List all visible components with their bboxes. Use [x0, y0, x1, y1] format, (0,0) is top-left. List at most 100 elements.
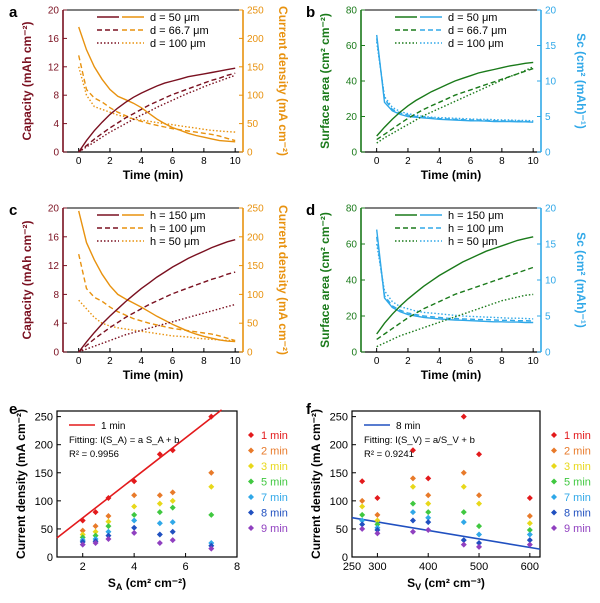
y-left-tick-label: 12 — [48, 261, 60, 272]
x-axis-label: Time (min) — [421, 168, 481, 182]
data-point — [131, 503, 138, 510]
y-right-tick-label: 15 — [545, 240, 557, 251]
legend-label: d = 100 μm — [448, 38, 504, 50]
x-tick-label: 10 — [230, 356, 242, 367]
x-tick-label: 10 — [528, 156, 540, 167]
y-tick-label: 100 — [35, 496, 53, 508]
y-tick-label: 250 — [35, 412, 53, 424]
data-point — [476, 500, 483, 507]
x-tick-label: 8 — [201, 356, 207, 367]
data-point — [92, 523, 99, 530]
y-right-tick-label: 0 — [247, 148, 253, 159]
data-point — [156, 451, 163, 458]
panel-letter-d: d — [306, 202, 315, 219]
legend-label: 5 min — [261, 477, 288, 489]
x-tick-label: 0 — [374, 356, 380, 367]
legend-label: d = 50 μm — [150, 12, 199, 24]
y-right-tick-label: 200 — [247, 34, 264, 45]
data-point — [92, 532, 99, 539]
data-point — [374, 495, 381, 502]
panel-letter-e: e — [9, 401, 17, 418]
data-point — [526, 531, 533, 538]
x-tick-label: 8 — [234, 561, 240, 573]
x-tick-label: 4 — [436, 356, 442, 367]
legend-marker — [248, 463, 254, 469]
data-point — [79, 541, 86, 548]
data-point — [460, 537, 467, 544]
data-point — [131, 492, 138, 499]
y-right-tick-label: 15 — [545, 41, 557, 52]
y-tick-label: 150 — [35, 468, 53, 480]
data-point — [425, 475, 432, 482]
y-tick-label: 200 — [330, 440, 348, 452]
data-point — [156, 492, 163, 499]
x-tick-label: 8 — [499, 356, 505, 367]
y-right-tick-label: 100 — [247, 290, 264, 301]
y-left-axis-label: Capacity (mAh cm⁻²) — [20, 220, 34, 339]
y-left-tick-label: 16 — [48, 232, 60, 243]
data-point — [169, 519, 176, 526]
x-tick-label: 4 — [138, 156, 144, 167]
data-point — [425, 519, 432, 526]
legend-label: 3 min — [564, 461, 591, 473]
y-left-tick-label: 40 — [346, 276, 358, 287]
right-series-line-2 — [376, 38, 534, 123]
right-series-line-3 — [78, 299, 236, 342]
legend-marker — [551, 463, 557, 469]
legend-label: h = 100 μm — [448, 223, 504, 235]
x-tick-label: 400 — [419, 561, 437, 573]
x-tick-label: 10 — [230, 156, 242, 167]
legend-label: h = 150 μm — [448, 210, 504, 222]
r-squared: R² = 0.9956 — [69, 449, 119, 460]
x-tick-label: 600 — [521, 561, 539, 573]
data-point — [105, 528, 112, 535]
data-point — [476, 523, 483, 530]
data-point — [374, 527, 381, 534]
data-point — [425, 500, 432, 507]
legend-label: 8 min — [261, 508, 288, 520]
y-left-tick-label: 12 — [48, 62, 60, 73]
x-tick-label: 2 — [80, 561, 86, 573]
legend-marker — [551, 478, 557, 485]
data-point — [476, 539, 483, 546]
data-point — [476, 531, 483, 538]
legend-label: 1 min — [564, 430, 591, 442]
x-tick-label: 6 — [170, 156, 176, 167]
y-right-axis-label: Sc (cm² (mAh)⁻¹) — [574, 232, 588, 328]
y-right-tick-label: 200 — [247, 232, 264, 243]
fit-legend-label: 1 min — [101, 421, 125, 432]
data-point — [526, 537, 533, 544]
data-point — [359, 521, 366, 528]
right-series-line-2 — [78, 253, 236, 342]
x-tick-label: 8 — [499, 156, 505, 167]
fit-line — [351, 516, 541, 550]
x-axis-label: SV (cm² cm⁻³) — [407, 576, 485, 592]
legend-label: d = 66.7 μm — [448, 25, 507, 37]
data-point — [105, 523, 112, 530]
y-tick-label: 100 — [330, 496, 348, 508]
y-left-tick-label: 0 — [351, 348, 357, 359]
left-series-line-1 — [376, 236, 534, 335]
data-point — [208, 545, 215, 552]
data-point — [105, 518, 112, 525]
y-left-tick-label: 4 — [53, 319, 59, 330]
data-point — [208, 511, 215, 518]
y-left-tick-label: 60 — [346, 41, 358, 52]
data-point — [526, 520, 533, 527]
y-right-tick-label: 0 — [545, 348, 551, 359]
data-point — [131, 478, 138, 485]
data-point — [92, 528, 99, 535]
x-axis-label: Time (min) — [123, 368, 183, 382]
y-left-axis-label: Capacity (mAh cm⁻²) — [20, 21, 34, 140]
y-left-axis-label: Surface area (cm² cm⁻²) — [318, 212, 332, 348]
legend-label: 7 min — [261, 492, 288, 504]
data-point — [156, 500, 163, 507]
x-axis-label: Time (min) — [123, 168, 183, 182]
x-tick-label: 4 — [138, 356, 144, 367]
data-point — [169, 447, 176, 454]
left-series-line-2 — [376, 67, 534, 141]
data-point — [425, 509, 432, 516]
left-series-line-1 — [376, 61, 534, 137]
